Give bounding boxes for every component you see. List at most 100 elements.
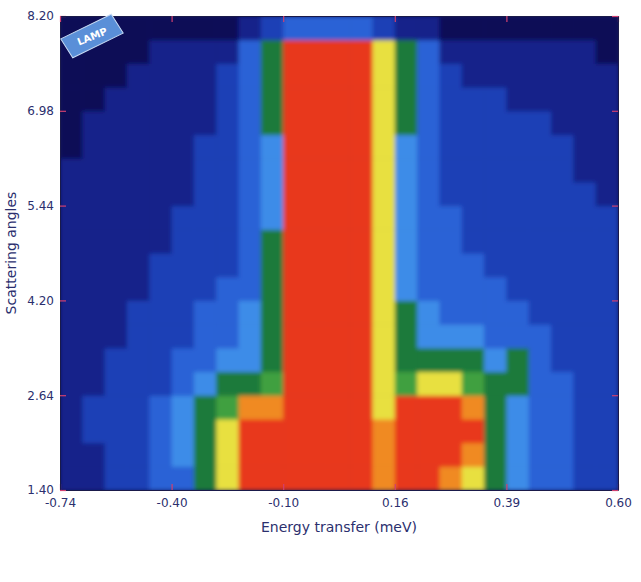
heatmap-cell <box>105 182 128 206</box>
heatmap-cell <box>194 206 217 230</box>
heatmap-cell <box>127 443 150 467</box>
heatmap-cell <box>105 111 128 135</box>
heatmap-cell <box>328 63 351 87</box>
heatmap-cell <box>573 466 596 490</box>
heatmap-cell <box>194 277 217 301</box>
heatmap-cell <box>239 466 262 490</box>
heatmap-cell <box>484 182 507 206</box>
heatmap-cell <box>573 253 596 277</box>
heatmap-cell <box>60 324 83 348</box>
heatmap-cell <box>127 63 150 87</box>
heatmap-cell <box>372 466 395 490</box>
heatmap-cell <box>194 300 217 324</box>
heatmap-cell <box>462 348 485 372</box>
heatmap-cell <box>417 158 440 182</box>
heatmap-cell <box>60 372 83 396</box>
heatmap-cell <box>372 111 395 135</box>
heatmap-cell <box>149 158 172 182</box>
heatmap-cell <box>506 372 529 396</box>
heatmap-cell <box>439 466 462 490</box>
tick-mark <box>612 206 618 207</box>
heatmap-cell <box>573 135 596 159</box>
heatmap-cell <box>216 300 239 324</box>
heatmap-cell <box>506 253 529 277</box>
heatmap-cell <box>216 135 239 159</box>
heatmap-cell <box>216 40 239 64</box>
heatmap-cell <box>573 87 596 111</box>
heatmap-cell <box>372 324 395 348</box>
heatmap-cell <box>105 40 128 64</box>
heatmap-cell <box>306 229 329 253</box>
heatmap-cell <box>194 16 217 40</box>
heatmap-cell <box>60 277 83 301</box>
tick-label: 2.64 <box>27 389 54 403</box>
tick: -0.10 <box>268 484 299 510</box>
heatmap-cell <box>350 206 373 230</box>
heatmap-cell <box>573 324 596 348</box>
heatmap-cell <box>127 111 150 135</box>
heatmap-cell <box>306 419 329 443</box>
heatmap-cell <box>105 443 128 467</box>
heatmap-cell <box>573 206 596 230</box>
heatmap-cell <box>172 182 195 206</box>
heatmap-cell <box>596 16 618 40</box>
heatmap-cell <box>261 229 284 253</box>
heatmap-cell <box>439 158 462 182</box>
heatmap-cell <box>506 135 529 159</box>
heatmap-cell <box>105 135 128 159</box>
tick-mark <box>612 395 618 396</box>
tick <box>612 395 618 396</box>
tick-mark <box>60 395 66 396</box>
heatmap-cell <box>306 40 329 64</box>
heatmap-cell <box>395 111 418 135</box>
heatmap-cell <box>283 419 306 443</box>
heatmap-cell <box>60 466 83 490</box>
heatmap-cell <box>194 158 217 182</box>
heatmap-cell <box>328 206 351 230</box>
heatmap-cell <box>417 229 440 253</box>
heatmap-cell <box>306 277 329 301</box>
heatmap-cell <box>261 111 284 135</box>
heatmap-cell <box>484 324 507 348</box>
heatmap-cell <box>216 277 239 301</box>
heatmap-cell <box>506 348 529 372</box>
heatmap-cell <box>596 253 618 277</box>
heatmap-cell <box>417 253 440 277</box>
logo: LAMP <box>59 13 124 60</box>
heatmap-cell <box>551 158 574 182</box>
heatmap-cell <box>194 419 217 443</box>
heatmap-cell <box>573 348 596 372</box>
heatmap-cell <box>194 111 217 135</box>
heatmap-cell <box>439 206 462 230</box>
heatmap-cell <box>194 63 217 87</box>
tick-mark <box>506 16 507 22</box>
heatmap-cell <box>306 443 329 467</box>
heatmap-cell <box>283 466 306 490</box>
heatmap-cell <box>395 135 418 159</box>
heatmap-cell <box>350 229 373 253</box>
heatmap-cell <box>529 206 552 230</box>
heatmap-cell <box>172 16 195 40</box>
heatmap-cell <box>417 324 440 348</box>
heatmap-cell <box>350 300 373 324</box>
tick-mark <box>395 484 396 490</box>
heatmap-cell <box>417 206 440 230</box>
heatmap-cell <box>172 348 195 372</box>
heatmap-cell <box>439 419 462 443</box>
heatmap-cell <box>283 63 306 87</box>
heatmap-cell <box>596 111 618 135</box>
heatmap-cell <box>239 277 262 301</box>
heatmap-cell <box>328 324 351 348</box>
heatmap-cell <box>149 63 172 87</box>
heatmap-cell <box>484 40 507 64</box>
tick <box>172 16 173 22</box>
heatmap-cell <box>239 419 262 443</box>
heatmap-cell <box>417 419 440 443</box>
heatmap-cell <box>372 372 395 396</box>
tick: 4.20 <box>27 294 66 308</box>
heatmap-cell <box>194 182 217 206</box>
heatmap-cell <box>172 443 195 467</box>
heatmap-cell <box>261 443 284 467</box>
heatmap-cell <box>551 111 574 135</box>
tick: 5.44 <box>27 199 66 213</box>
